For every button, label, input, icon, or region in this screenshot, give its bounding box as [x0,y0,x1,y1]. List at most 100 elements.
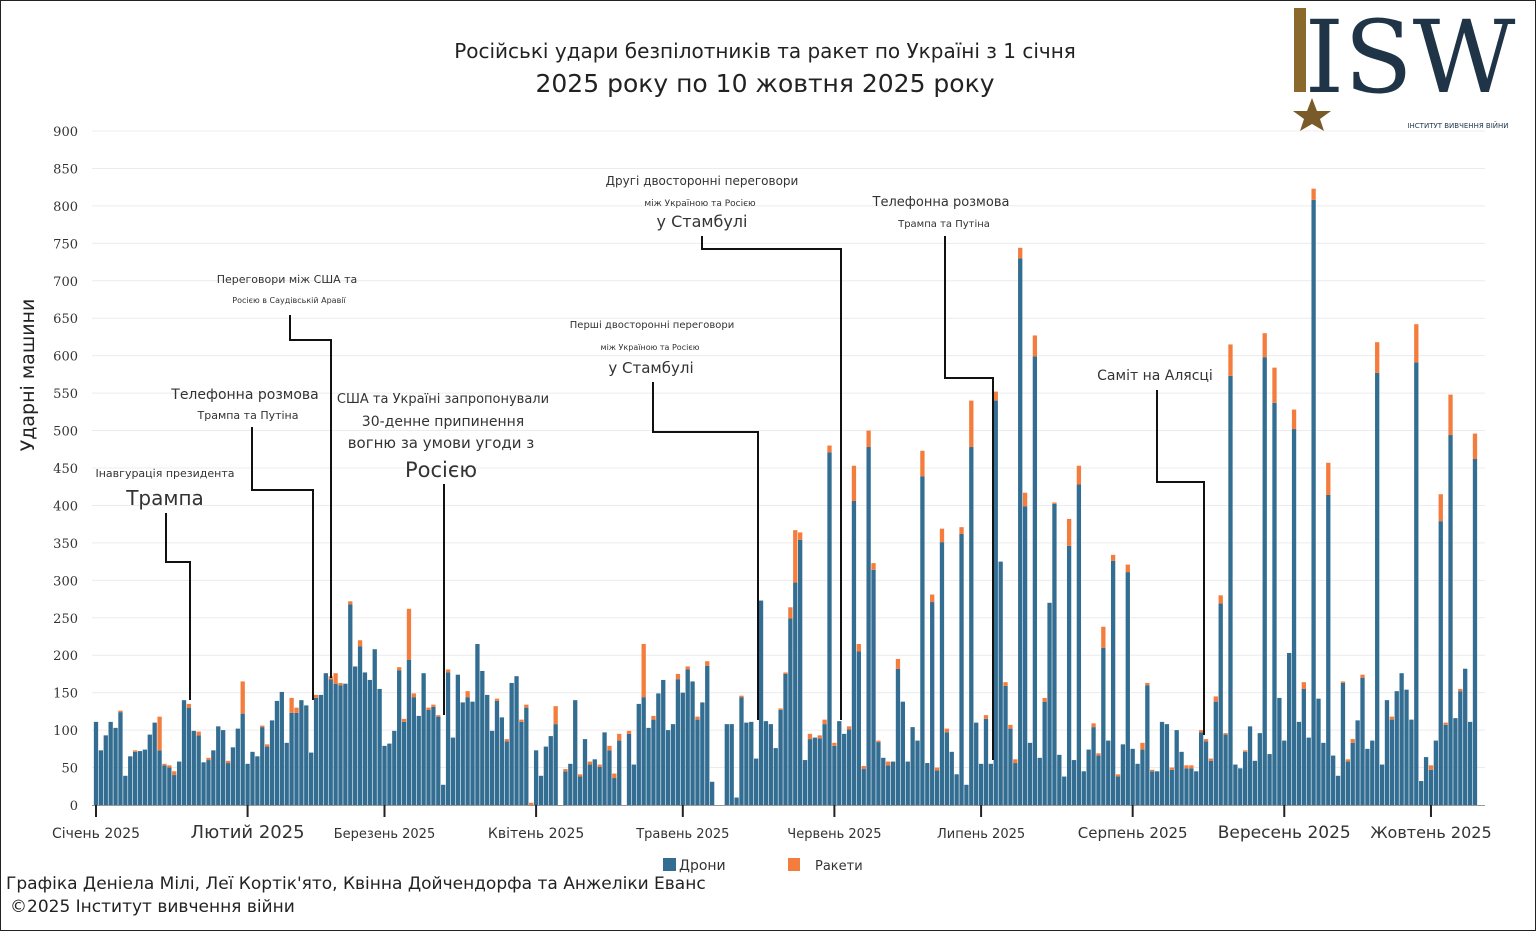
bar-drones [230,747,236,805]
bar-missiles [333,673,338,684]
bar-drones [313,697,319,805]
bar-missiles [930,594,935,603]
bar-drones [949,751,954,805]
bar-missiles [431,704,436,707]
bar-drones [132,751,138,805]
bar-drones [475,643,480,805]
bar-missiles [651,715,656,720]
bar-missiles [871,563,876,570]
bar-missiles [118,710,123,713]
bar-missiles [861,766,866,770]
bar-drones [362,672,368,805]
bar-drones [1076,484,1082,805]
bar-drones [1179,751,1184,805]
bar-drones [573,700,578,805]
annotation: Другі двосторонні переговори між Україною… [606,174,842,720]
bar-missiles [504,739,509,742]
bar-drones [798,539,803,805]
bar-missiles [617,733,622,741]
annotation-leader-line [289,315,332,678]
bar-drones [729,724,734,805]
bar-drones [118,712,123,805]
bar-drones [1419,781,1424,805]
bar-missiles [260,725,265,728]
bar-drones [494,700,500,805]
bar-drones [783,673,788,805]
bar-drones [441,784,446,805]
bar-missiles [1438,494,1443,522]
bar-drones [421,673,426,805]
bar-missiles [793,530,798,583]
bar-drones [353,666,358,805]
y-tick-label: 800 [53,200,78,215]
bar-drones [157,750,162,805]
bar-drones [1106,740,1111,805]
bar-drones [220,730,226,805]
bar-missiles [1203,739,1209,742]
bar-drones [1287,652,1292,805]
x-tick-label: Червень 2025 [787,827,881,842]
bar-drones [1062,776,1067,805]
bar-drones [1037,757,1042,805]
bar-drones [636,703,641,805]
bar-drones [431,706,436,805]
annotation-text: Другі двосторонні переговори [606,174,799,188]
x-tick-label: Серпень 2025 [1078,824,1188,842]
bar-missiles [225,760,231,764]
bar-drones [426,709,431,805]
bar-drones [548,736,553,805]
bar-missiles [265,744,270,747]
bar-drones [1135,763,1140,805]
bar-drones [309,752,314,805]
annotation-text: Переговори між США та [217,273,358,286]
bar-drones [827,452,832,805]
bar-drones [1228,375,1233,805]
bar-drones [842,733,847,805]
x-tick-label: Лютий 2025 [191,822,305,843]
bar-missiles [132,750,138,752]
bar-drones [969,447,974,805]
bar-drones [930,602,935,805]
bar-missiles [313,694,319,698]
bar-drones [1184,768,1189,805]
bar-drones [734,797,739,805]
bar-missiles [563,769,568,772]
bar-drones [1331,755,1336,805]
bar-missiles [1140,742,1145,750]
bar-drones [1110,560,1116,805]
bar-drones [1238,768,1243,805]
bar-missiles [827,445,832,453]
bar-drones [1463,668,1468,805]
bar-missiles [1018,247,1023,259]
annotation-text: Перші двосторонні переговори [570,319,734,331]
bar-missiles [411,693,416,698]
bar-drones [216,726,221,805]
bar-missiles [1022,492,1028,507]
bar-missiles [944,728,950,733]
bar-drones [641,697,646,805]
bar-drones [1365,748,1370,805]
bar-drones [504,741,509,805]
bar-drones [1379,764,1385,805]
bar-drones [1003,685,1008,805]
bar-missiles [866,430,871,448]
bar-drones [807,739,813,805]
bar-drones [1355,720,1360,805]
bar-drones [411,697,416,805]
bar-drones [905,761,910,805]
y-tick-label: 750 [53,237,78,252]
bar-drones [1081,771,1086,805]
bar-missiles [626,730,632,734]
bar-drones [626,733,632,805]
bar-drones [1311,199,1316,806]
bar-missiles [524,704,529,708]
bar-drones [739,697,744,805]
bar-missiles [494,698,500,701]
bar-drones [436,716,441,805]
bar-drones [377,688,382,805]
annotation-text: 30-денне припинення [362,414,524,430]
bar-drones [284,742,289,805]
y-axis-ticks: 0 50 100 150 200 250 300 350 400 450 500 550 600 650 7… [53,125,78,814]
bar-drones [1125,572,1130,805]
chart-title-line1: Російські удари безпілотників та ракет п… [454,39,1076,63]
